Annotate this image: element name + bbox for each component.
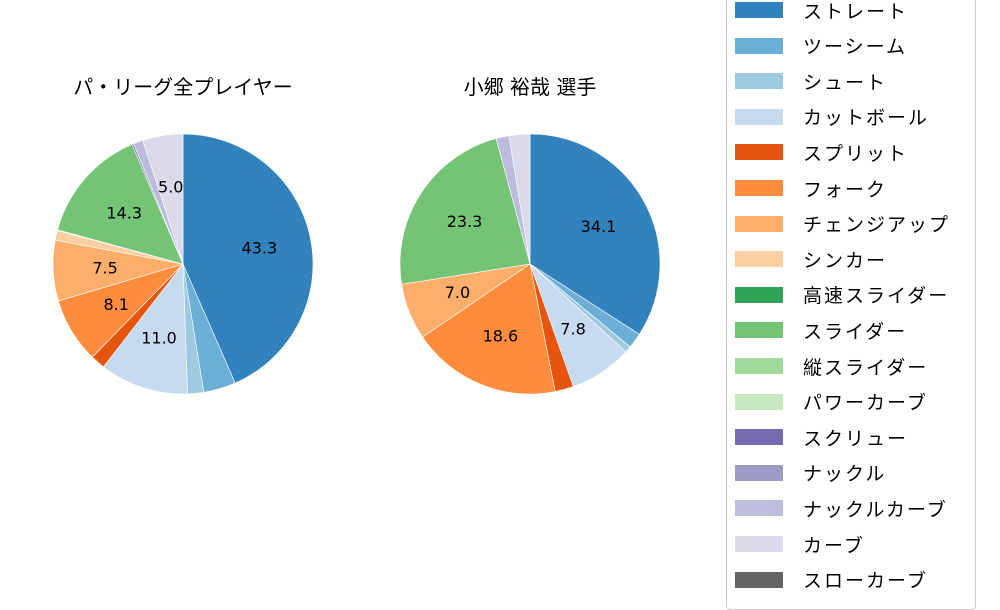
legend-label: ナックルカーブ xyxy=(803,498,948,521)
legend-swatch xyxy=(735,536,783,552)
legend-item: シュート xyxy=(735,66,887,96)
legend-item: スローカーブ xyxy=(735,565,928,595)
legend: ストレートツーシームシュートカットボール スプリットフォークチェンジアップ シンカー… xyxy=(726,0,976,610)
legend-label: ナックル xyxy=(803,463,887,486)
legend-item: パワーカーブ xyxy=(735,387,928,417)
legend-swatch xyxy=(735,180,783,196)
legend-item: ナックル xyxy=(735,458,886,488)
slice-value-label: 5.0 xyxy=(158,177,183,196)
slice-value-label: 23.3 xyxy=(447,212,483,231)
legend-label: スクリュー xyxy=(803,427,909,450)
pie-slice xyxy=(508,133,531,265)
legend-item: フォーク xyxy=(735,173,887,203)
legend-swatch xyxy=(735,393,783,410)
slice-value-label: 14.3 xyxy=(106,203,142,222)
slice-value-label: 34.1 xyxy=(581,217,617,236)
legend-item: ナックルカーブ xyxy=(735,493,948,523)
legend-label: カットボール xyxy=(803,107,930,130)
legend-label: シンカー xyxy=(803,249,888,272)
slice-value-label: 18.6 xyxy=(483,327,519,346)
legend-item: カーブ xyxy=(735,529,865,559)
legend-item: スライダー xyxy=(735,315,907,345)
legend-item: シンカー xyxy=(735,244,887,274)
legend-label: カーブ xyxy=(803,534,865,557)
legend-swatch xyxy=(735,464,783,481)
legend-label: 縦スライダー xyxy=(803,356,929,379)
legend-swatch xyxy=(735,73,783,90)
legend-swatch xyxy=(735,144,783,161)
pie-slice xyxy=(142,133,184,265)
slice-value-label: 7.0 xyxy=(445,283,470,302)
legend-item: チェンジアップ xyxy=(735,209,950,239)
legend-swatch xyxy=(735,108,783,125)
pie-slice xyxy=(422,263,556,395)
slice-value-label: 7.8 xyxy=(560,320,585,339)
pie-chart-league: 43.3 11.0 8.1 7.5 14.3 5.0 xyxy=(52,133,314,395)
legend-item: スプリット xyxy=(735,137,908,167)
legend-item: 高速スライダー xyxy=(735,280,949,310)
slice-value-label: 11.0 xyxy=(141,329,177,348)
pie-slice xyxy=(103,263,188,395)
legend-label: チェンジアップ xyxy=(803,214,951,237)
legend-swatch xyxy=(735,2,783,18)
legend-label: シュート xyxy=(803,71,888,94)
legend-swatch xyxy=(735,500,783,517)
legend-swatch xyxy=(735,251,783,268)
legend-label: ツーシーム xyxy=(803,36,908,59)
pie-slice xyxy=(182,133,314,384)
legend-item: 縦スライダー xyxy=(735,351,928,381)
legend-label: スプリット xyxy=(803,142,909,165)
legend-item: ツーシーム xyxy=(735,31,907,61)
pie-slice xyxy=(529,133,661,335)
legend-label: パワーカーブ xyxy=(803,392,928,415)
chart-title-player: 小郷 裕哉 選手 xyxy=(463,75,597,99)
legend-label: スローカーブ xyxy=(803,570,928,593)
legend-swatch xyxy=(735,429,783,446)
legend-item: ストレート xyxy=(735,0,908,25)
legend-item: スクリュー xyxy=(735,422,908,452)
legend-label: 高速スライダー xyxy=(803,285,950,308)
pie-chart-player: 34.1 7.8 18.6 7.0 23.3 xyxy=(399,133,661,395)
legend-swatch xyxy=(735,37,783,54)
legend-label: ストレート xyxy=(803,0,909,23)
legend-swatch xyxy=(735,322,783,339)
legend-swatch xyxy=(735,358,783,374)
legend-swatch xyxy=(735,215,783,232)
legend-swatch xyxy=(735,286,783,303)
legend-label: スライダー xyxy=(803,320,908,343)
pie-slice xyxy=(57,144,184,265)
slice-value-label: 7.5 xyxy=(92,259,117,278)
slice-value-label: 8.1 xyxy=(104,295,129,314)
legend-item: カットボール xyxy=(735,102,929,132)
legend-swatch xyxy=(735,571,783,588)
legend-label: フォーク xyxy=(803,178,888,201)
slice-value-label: 43.3 xyxy=(242,239,278,258)
chart-title-league: パ・リーグ全プレイヤー xyxy=(73,75,293,99)
pie-slice xyxy=(399,138,531,285)
